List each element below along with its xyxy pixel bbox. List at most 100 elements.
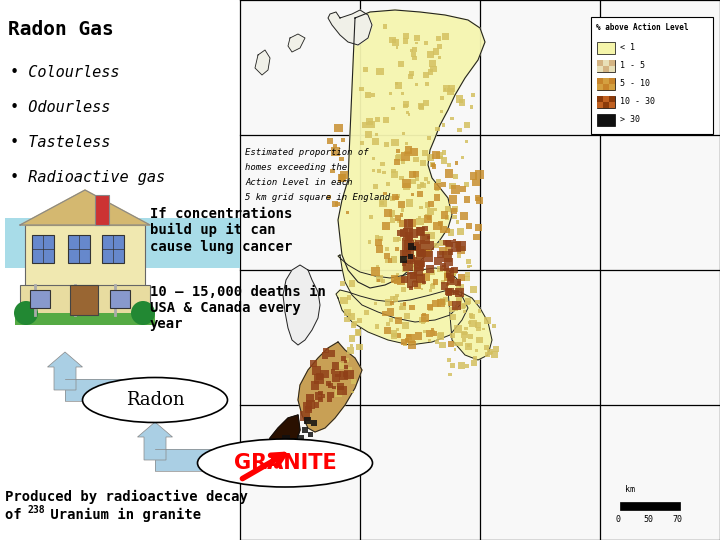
Bar: [407, 234, 413, 241]
Text: Radon Gas: Radon Gas: [8, 20, 114, 39]
Bar: [391, 169, 396, 173]
Bar: [420, 316, 426, 323]
Bar: [444, 273, 451, 281]
Bar: [276, 441, 283, 448]
Bar: [356, 343, 363, 350]
Bar: [339, 157, 343, 161]
Bar: [110, 290, 130, 308]
Bar: [469, 105, 473, 109]
Bar: [423, 330, 426, 334]
Bar: [375, 133, 378, 136]
Bar: [446, 277, 455, 285]
Bar: [419, 261, 425, 267]
Bar: [425, 241, 434, 250]
Bar: [402, 265, 409, 272]
Text: Radon: Radon: [126, 391, 184, 409]
Bar: [400, 220, 407, 227]
Bar: [401, 92, 404, 95]
Bar: [409, 286, 413, 290]
Bar: [433, 194, 441, 201]
Text: • Colourless: • Colourless: [10, 65, 120, 80]
Bar: [20, 285, 150, 315]
Text: • Radioactive gas: • Radioactive gas: [10, 170, 165, 185]
Text: • Odourless: • Odourless: [10, 100, 110, 115]
Bar: [441, 123, 446, 126]
Bar: [374, 235, 379, 239]
Bar: [344, 369, 354, 379]
Bar: [425, 82, 429, 86]
Bar: [443, 240, 447, 245]
Bar: [438, 299, 442, 303]
Bar: [454, 348, 456, 351]
Bar: [408, 341, 416, 349]
Bar: [433, 49, 439, 55]
Text: 1 - 5: 1 - 5: [620, 62, 645, 71]
Bar: [438, 332, 444, 339]
Bar: [474, 349, 477, 352]
Bar: [322, 352, 328, 359]
Bar: [458, 362, 465, 369]
Bar: [450, 117, 454, 120]
Bar: [415, 258, 421, 265]
Bar: [451, 208, 456, 214]
Bar: [454, 241, 461, 248]
Bar: [384, 253, 390, 259]
Bar: [373, 184, 378, 189]
Bar: [420, 233, 431, 244]
Bar: [364, 131, 372, 138]
Bar: [390, 218, 395, 222]
Text: Action Level in each: Action Level in each: [245, 178, 353, 187]
Bar: [428, 69, 433, 75]
Bar: [340, 171, 348, 179]
Bar: [385, 299, 392, 306]
Bar: [409, 71, 414, 76]
Bar: [597, 78, 615, 90]
Bar: [441, 157, 447, 164]
Bar: [308, 432, 312, 437]
Bar: [406, 334, 415, 343]
Bar: [395, 82, 402, 89]
Bar: [403, 183, 410, 190]
Bar: [433, 221, 442, 230]
Bar: [402, 38, 408, 44]
Text: homes exceeding the: homes exceeding the: [245, 163, 347, 172]
Text: < 1: < 1: [620, 44, 635, 52]
Bar: [473, 234, 480, 240]
Bar: [279, 438, 284, 443]
Bar: [459, 212, 468, 220]
Polygon shape: [298, 342, 362, 432]
Bar: [376, 265, 379, 268]
Bar: [387, 258, 392, 263]
Bar: [597, 96, 615, 108]
Bar: [416, 218, 423, 225]
Bar: [445, 169, 454, 178]
Bar: [15, 313, 155, 325]
Bar: [460, 303, 465, 309]
Bar: [424, 215, 431, 223]
Bar: [426, 207, 434, 215]
Bar: [408, 254, 413, 259]
Bar: [405, 143, 408, 145]
Bar: [466, 222, 472, 228]
Bar: [472, 179, 480, 186]
Bar: [387, 308, 395, 315]
Bar: [418, 216, 421, 219]
Bar: [359, 87, 364, 91]
Bar: [326, 381, 331, 386]
Bar: [318, 396, 323, 402]
Bar: [464, 123, 469, 129]
Bar: [292, 437, 296, 442]
Bar: [389, 210, 395, 217]
Bar: [5, 218, 240, 268]
Bar: [382, 279, 385, 284]
Bar: [271, 460, 276, 465]
Bar: [391, 275, 398, 282]
Bar: [440, 110, 444, 113]
Bar: [356, 329, 361, 335]
Polygon shape: [328, 10, 372, 45]
Bar: [434, 183, 441, 190]
Bar: [327, 195, 331, 199]
Bar: [369, 240, 372, 244]
Bar: [404, 240, 414, 250]
Bar: [437, 251, 444, 259]
